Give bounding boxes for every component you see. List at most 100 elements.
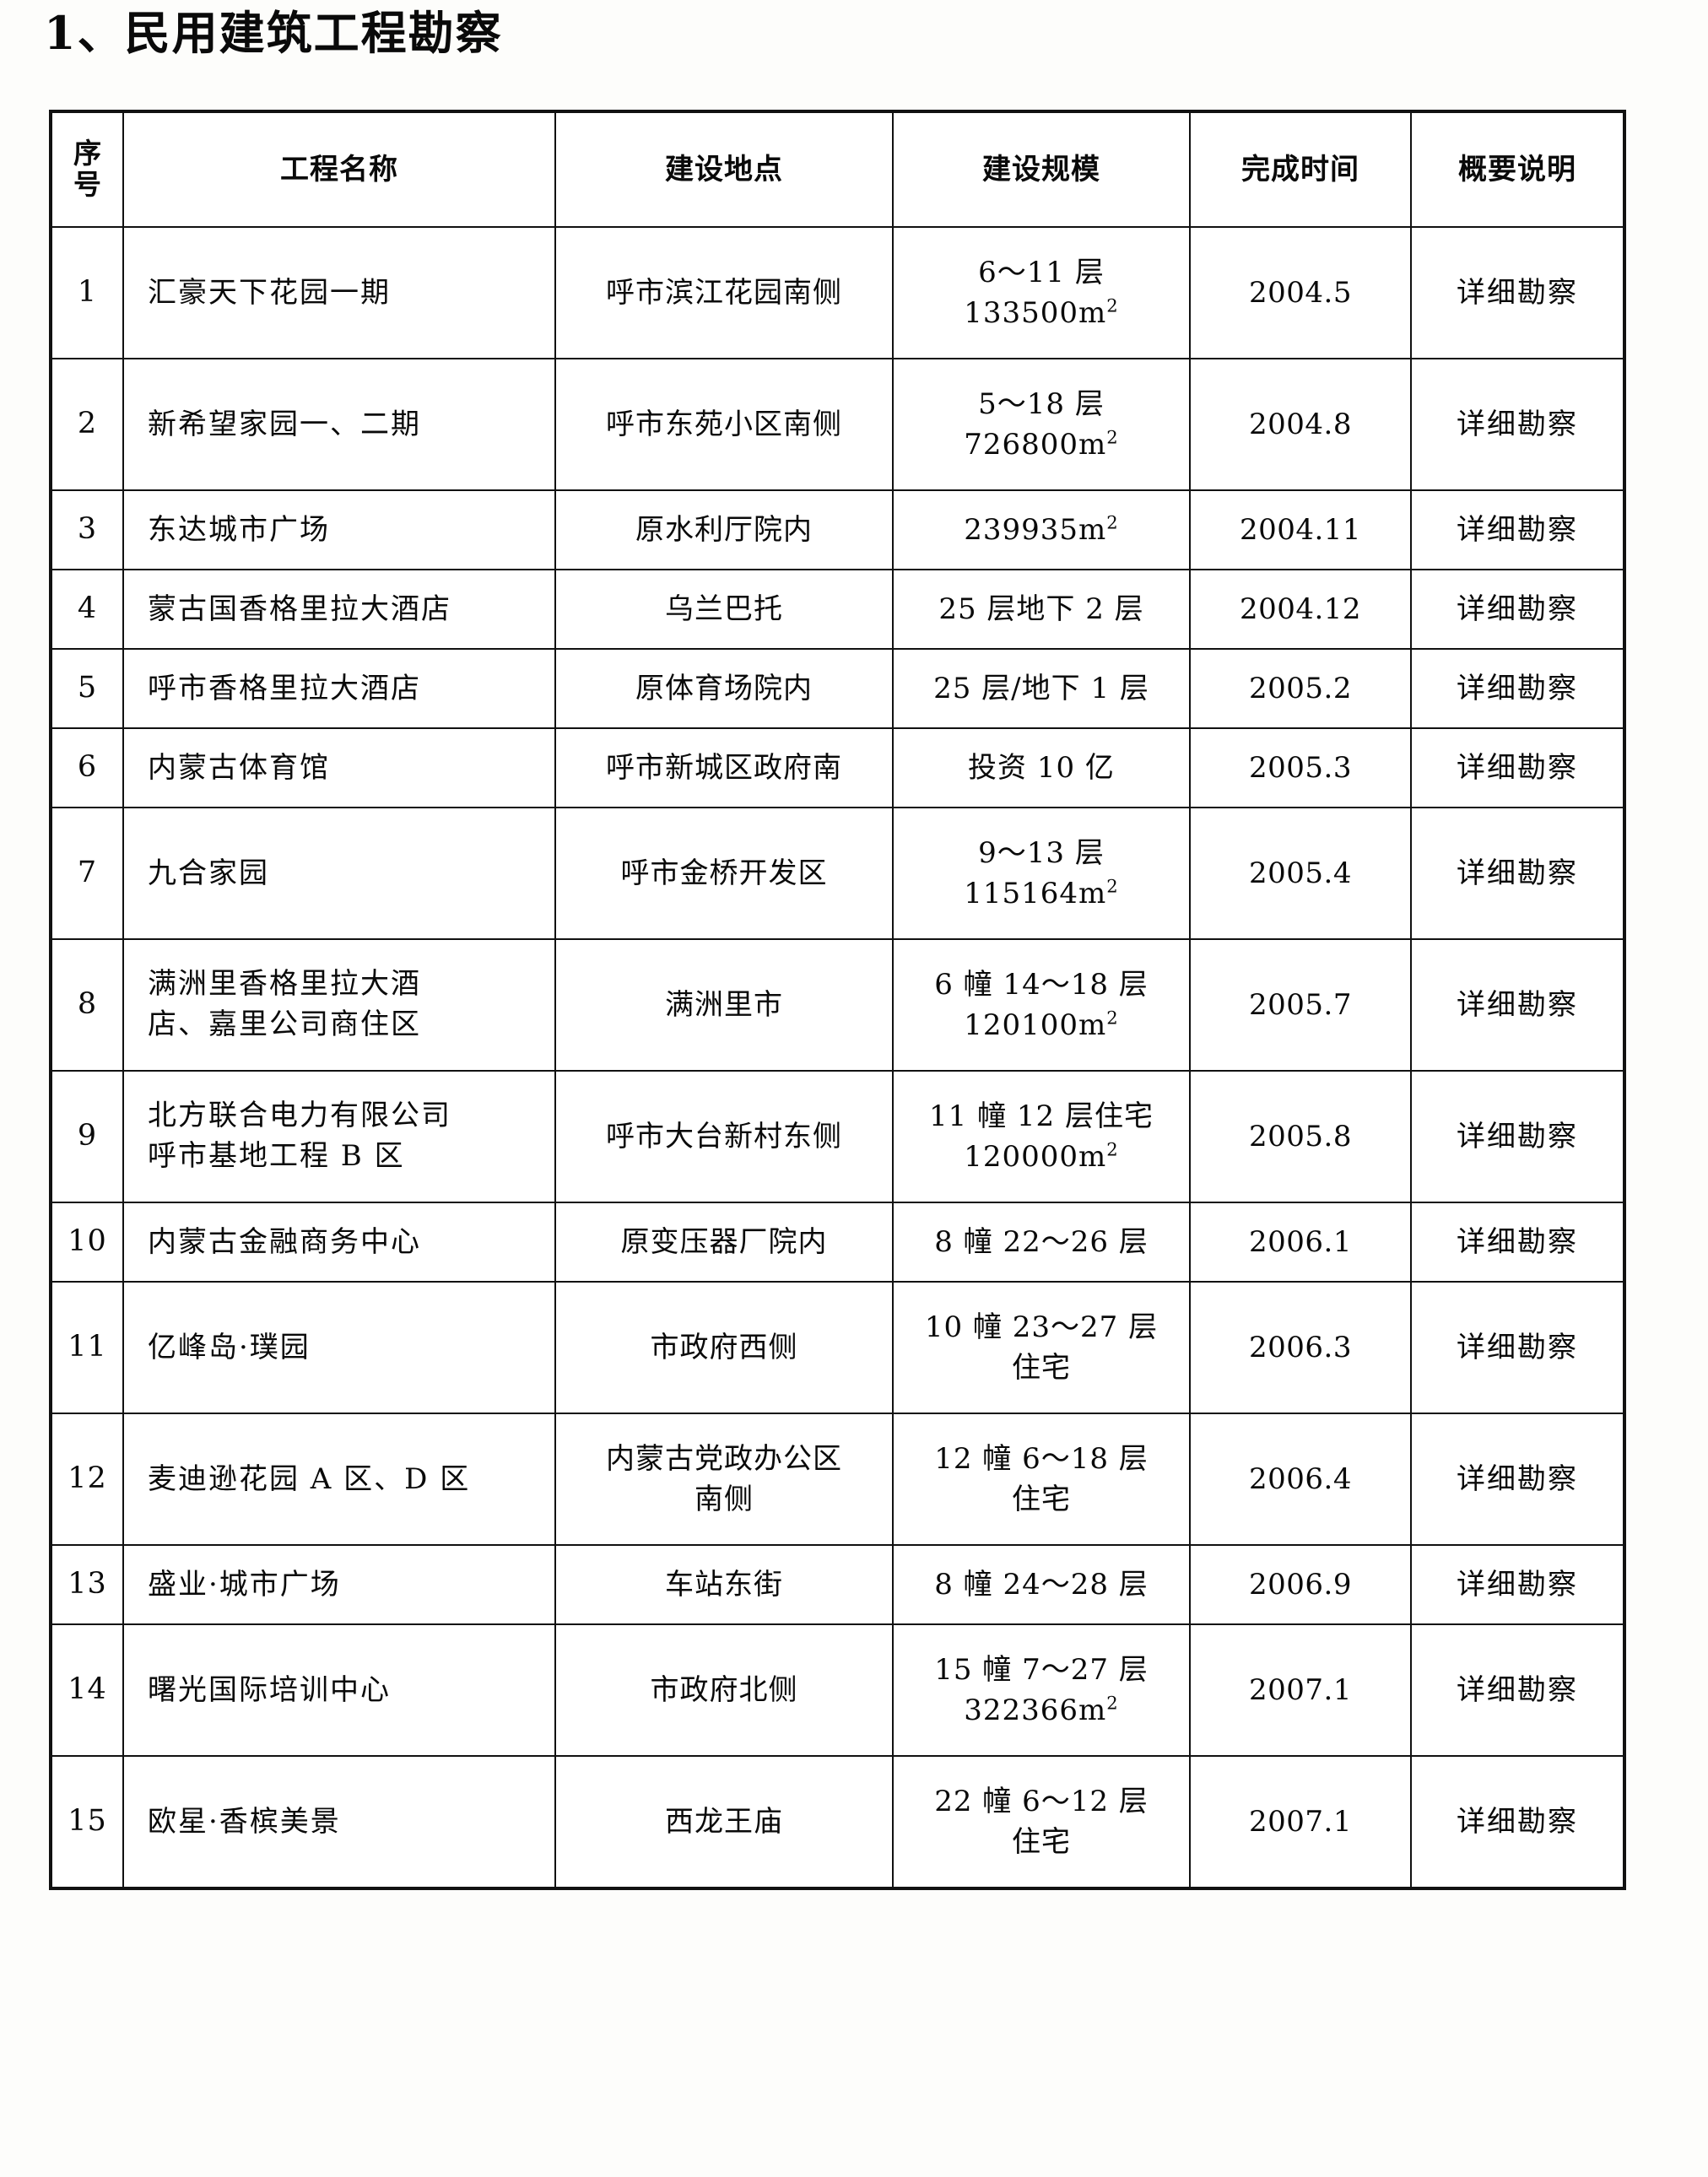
cell-index: 14 (50, 1623, 124, 1757)
scale-line-1: 10 幢 23～27 层 (924, 1310, 1159, 1344)
cell-scale: 8 幢 22～26 层 (892, 1202, 1191, 1283)
cell-location: 原体育场院内 (554, 648, 894, 729)
column-header-index-line1: 序 (73, 137, 101, 170)
cell-scale: 25 层地下 2 层 (892, 569, 1191, 650)
cell-scale: 22 幢 6～12 层住宅 (892, 1755, 1191, 1889)
cell-scale: 11 幢 12 层住宅 120000m2 (892, 1070, 1191, 1203)
cell-remarks: 详细勘察 (1410, 1413, 1625, 1546)
scale-line-2: 115164m2 (964, 875, 1119, 910)
cell-project-name: 麦迪逊花园 A 区、D 区 (122, 1413, 556, 1546)
scale-line-1: 投资 10 亿 (968, 750, 1115, 785)
page-title: 1、民用建筑工程勘察 (44, 6, 503, 60)
unit-exponent: 2 (1106, 875, 1119, 897)
scale-line-1: 9～13 层 (978, 835, 1105, 870)
table-row[interactable]: 2 新希望家园一、二期 呼市东苑小区南侧 5～18 层 726800m2 2004.8 详细… (50, 358, 1625, 491)
survey-projects-table: 序 号 工程名称 建设地点 建设规模 完成时间 概要说明 1 汇豪天下花园一期 呼市… (49, 110, 1626, 1890)
column-header-index: 序 号 (50, 111, 124, 228)
table-row[interactable]: 12 麦迪逊花园 A 区、D 区内蒙古党政办公区 南侧 12 幢 6～18 层住宅 20… (50, 1413, 1625, 1546)
cell-completion-date: 2005.2 (1189, 648, 1412, 729)
cell-completion-date: 2007.1 (1189, 1755, 1412, 1889)
cell-location: 市政府北侧 (554, 1623, 894, 1757)
cell-completion-date: 2006.3 (1189, 1281, 1412, 1414)
table-row[interactable]: 9 北方联合电力有限公司 呼市基地工程 B 区呼市大台新村东侧 11 幢 12 层住宅… (50, 1070, 1625, 1203)
cell-index: 5 (50, 648, 124, 729)
cell-location: 呼市金桥开发区 (554, 807, 894, 940)
scale-line-1: 15 幢 7～27 层 (934, 1652, 1149, 1687)
cell-location: 呼市滨江花园南侧 (554, 226, 894, 359)
cell-project-name: 亿峰岛·璞园 (122, 1281, 556, 1414)
scale-line-1: 8 幢 22～26 层 (934, 1224, 1149, 1259)
cell-project-name: 九合家园 (122, 807, 556, 940)
cell-project-name: 盛业·城市广场 (122, 1544, 556, 1625)
cell-index: 9 (50, 1070, 124, 1203)
scale-line-2: 120000m2 (964, 1138, 1119, 1174)
scale-line-2: 120100m2 (964, 1007, 1119, 1042)
unit-exponent: 2 (1106, 294, 1119, 316)
cell-location: 内蒙古党政办公区 南侧 (554, 1413, 894, 1546)
cell-remarks: 详细勘察 (1410, 1281, 1625, 1414)
cell-location: 车站东街 (554, 1544, 894, 1625)
cell-project-name: 呼市香格里拉大酒店 (122, 648, 556, 729)
table-row[interactable]: 7 九合家园 呼市金桥开发区 9～13 层 115164m2 2005.4 详细勘察 (50, 807, 1625, 940)
cell-remarks: 详细勘察 (1410, 226, 1625, 359)
unit-exponent: 2 (1106, 1138, 1119, 1160)
location-line-1: 内蒙古党政办公区 (606, 1441, 842, 1476)
table-row[interactable]: 10 内蒙古金融商务中心 原变压器厂院内 8 幢 22～26 层 2006.1 详细勘察 (50, 1202, 1625, 1283)
scale-line-1: 25 层地下 2 层 (938, 592, 1144, 626)
cell-index: 1 (50, 226, 124, 359)
cell-completion-date: 2004.11 (1189, 489, 1412, 570)
cell-remarks: 详细勘察 (1410, 358, 1625, 491)
scale-line-2: 726800m2 (964, 426, 1119, 462)
table-row[interactable]: 8 满洲里香格里拉大酒 店、嘉里公司商住区 满洲里市 6 幢 14～18 层 120100… (50, 938, 1625, 1072)
scale-line-1: 11 幢 12 层住宅 (929, 1099, 1154, 1133)
table-row[interactable]: 13 盛业·城市广场 车站东街 8 幢 24～28 层 2006.9 详细勘察 (50, 1544, 1625, 1625)
table-row[interactable]: 15 欧星·香槟美景 西龙王庙 22 幢 6～12 层住宅 2007.1 详细勘察 (50, 1755, 1625, 1889)
cell-scale: 12 幢 6～18 层住宅 (892, 1413, 1191, 1546)
column-header-scale: 建设规模 (892, 111, 1191, 228)
cell-project-name: 内蒙古体育馆 (122, 727, 556, 808)
cell-remarks: 详细勘察 (1410, 1544, 1625, 1625)
scale-line-2: 住宅 (1012, 1351, 1071, 1385)
cell-location: 乌兰巴托 (554, 569, 894, 650)
cell-remarks: 详细勘察 (1410, 569, 1625, 650)
scale-line-1: 22 幢 6～12 层 (934, 1784, 1149, 1818)
cell-location: 呼市东苑小区南侧 (554, 358, 894, 491)
unit-exponent: 2 (1106, 1007, 1119, 1029)
cell-location: 呼市新城区政府南 (554, 727, 894, 808)
cell-scale: 25 层/地下 1 层 (892, 648, 1191, 729)
cell-remarks: 详细勘察 (1410, 1202, 1625, 1283)
cell-index: 4 (50, 569, 124, 650)
cell-project-name: 满洲里香格里拉大酒 店、嘉里公司商住区 (122, 938, 556, 1072)
table-row[interactable]: 4 蒙古国香格里拉大酒店 乌兰巴托 25 层地下 2 层 2004.12 详细勘察 (50, 569, 1625, 650)
cell-index: 8 (50, 938, 124, 1072)
cell-remarks: 详细勘察 (1410, 1755, 1625, 1889)
cell-location: 原变压器厂院内 (554, 1202, 894, 1283)
cell-completion-date: 2004.12 (1189, 569, 1412, 650)
cell-index: 3 (50, 489, 124, 570)
scale-line-2: 住宅 (1012, 1825, 1071, 1859)
table-row[interactable]: 14 曙光国际培训中心 市政府北侧 15 幢 7～27 层 322366m2 2007.1… (50, 1623, 1625, 1757)
scale-line-1: 25 层/地下 1 层 (933, 671, 1149, 705)
table-row[interactable]: 6 内蒙古体育馆 呼市新城区政府南 投资 10 亿 2005.3 详细勘察 (50, 727, 1625, 808)
table-row[interactable]: 11 亿峰岛·璞园 市政府西侧 10 幢 23～27 层住宅 2006.3 详细勘察 (50, 1281, 1625, 1414)
unit-exponent: 2 (1106, 426, 1119, 448)
table-row[interactable]: 3 东达城市广场 原水利厅院内 239935m2 2004.11 详细勘察 (50, 489, 1625, 570)
project-name-line-1: 北方联合电力有限公司 (148, 1099, 451, 1133)
scale-line-1: 239935m2 (964, 511, 1119, 547)
column-header-location: 建设地点 (554, 111, 894, 228)
table-row[interactable]: 5 呼市香格里拉大酒店 原体育场院内 25 层/地下 1 层 2005.2 详细勘察 (50, 648, 1625, 729)
cell-completion-date: 2005.4 (1189, 807, 1412, 940)
cell-project-name: 东达城市广场 (122, 489, 556, 570)
cell-completion-date: 2006.9 (1189, 1544, 1412, 1625)
cell-scale: 6 幢 14～18 层 120100m2 (892, 938, 1191, 1072)
scale-line-2: 住宅 (1012, 1483, 1071, 1516)
cell-index: 11 (50, 1281, 124, 1414)
cell-index: 15 (50, 1755, 124, 1889)
table-row[interactable]: 1 汇豪天下花园一期 呼市滨江花园南侧 6～11 层 133500m2 2004.5 详细勘… (50, 226, 1625, 359)
cell-index: 2 (50, 358, 124, 491)
project-name-line-2: 店、嘉里公司商住区 (148, 1007, 421, 1041)
cell-index: 12 (50, 1413, 124, 1546)
table-body: 1 汇豪天下花园一期 呼市滨江花园南侧 6～11 层 133500m2 2004.5 详细勘… (50, 226, 1625, 1889)
scale-line-1: 8 幢 24～28 层 (934, 1567, 1149, 1602)
